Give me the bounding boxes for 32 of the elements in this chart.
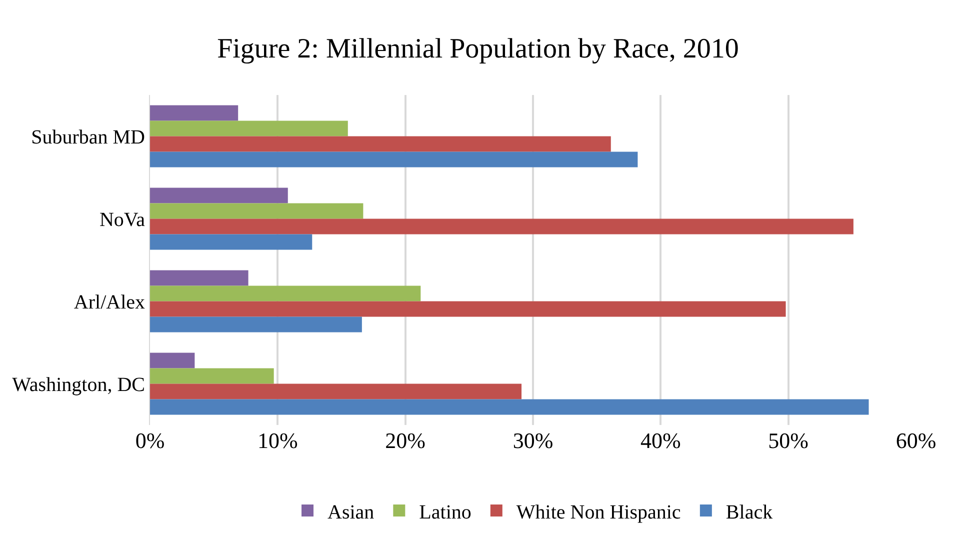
chart-title: Figure 2: Millennial Population by Race, 2010 (217, 34, 739, 65)
bar (150, 399, 869, 415)
x-tick-label: 50% (768, 428, 808, 453)
x-tick-label: 0% (135, 428, 165, 453)
bar (150, 188, 288, 204)
bar (150, 316, 362, 332)
y-tick-label: Washington, DC (12, 374, 145, 396)
bar (150, 286, 421, 302)
y-tick-label: NoVa (99, 208, 146, 231)
legend-label: White Non Hispanic (516, 501, 681, 524)
bar (150, 234, 312, 250)
legend-label: Latino (419, 501, 472, 524)
x-tick-label: 20% (385, 428, 426, 453)
x-tick-label: 30% (512, 428, 554, 453)
bar (150, 384, 522, 400)
bar (150, 301, 786, 317)
bar (150, 368, 274, 384)
bar (150, 352, 195, 368)
legend-label: Asian (328, 501, 374, 524)
y-tick-label: Arl/Alex (74, 291, 145, 314)
x-tick-label: 10% (258, 428, 298, 453)
x-tick-label: 40% (640, 428, 681, 453)
legend-label: Black (726, 501, 773, 524)
bar (150, 203, 364, 219)
y-tick-label: Suburban MD (31, 126, 145, 148)
x-tick-label: 60% (896, 428, 936, 453)
bar (150, 120, 348, 136)
bar (150, 105, 238, 121)
bar (150, 136, 611, 152)
bar (150, 218, 854, 234)
bar (150, 152, 638, 168)
bar (150, 270, 248, 286)
